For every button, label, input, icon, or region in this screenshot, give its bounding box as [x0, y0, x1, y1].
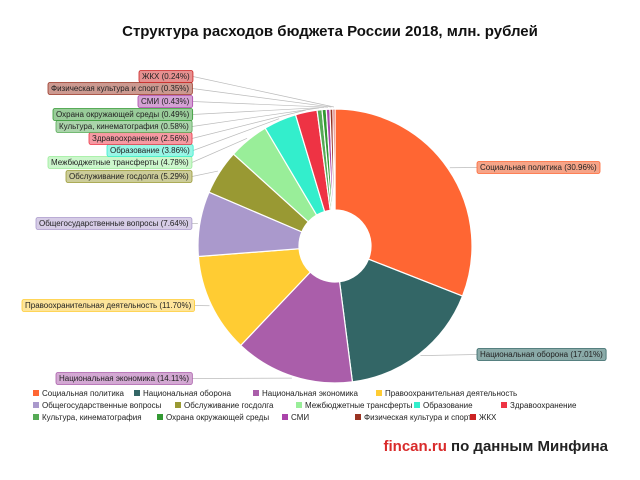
legend-label-11: Охрана окружающей среды	[166, 413, 269, 422]
leader-line-9	[191, 109, 306, 139]
legend-label-7: Межбюджетные трансферты	[305, 401, 413, 410]
callout-label-13: Физическая культура и спорт (0.35%)	[51, 84, 189, 93]
callout-label-10: Культура, кинематография (0.58%)	[59, 122, 189, 131]
callout-label-2: Национальная оборона (17.01%)	[480, 350, 603, 359]
legend-swatch-3	[253, 390, 259, 396]
slice-3	[239, 271, 354, 384]
legend-label-8: Образование	[423, 401, 473, 410]
slices-layer	[197, 108, 473, 384]
callout-box-13	[47, 82, 193, 95]
callout-lines	[191, 76, 478, 379]
callout-box-1	[476, 161, 601, 174]
callout-label-12: СМИ (0.43%)	[141, 97, 190, 106]
leader-line-6	[191, 170, 219, 177]
legend-label-4: Правоохранительная деятельность	[385, 389, 517, 398]
legend-swatch-2	[134, 390, 140, 396]
callout-label-8: Образование (3.86%)	[110, 146, 190, 155]
legend-label-5: Общегосударственные вопросы	[42, 401, 162, 410]
legend-label-3: Национальная экономика	[262, 389, 358, 398]
leader-line-11	[192, 107, 324, 115]
callout-label-4: Правоохранительная деятельность (11.70%)	[25, 301, 192, 310]
legend-swatch-7	[296, 402, 302, 408]
legend-swatch-1	[33, 390, 39, 396]
legend-label-14: ЖКХ	[479, 413, 497, 422]
legend-label-9: Здравоохранение	[510, 401, 577, 410]
legend: Социальная политика Национальная оборона Н…	[33, 389, 577, 422]
callout-box-3	[55, 372, 193, 385]
callout-label-14: ЖКХ (0.24%)	[142, 72, 190, 81]
legend-swatch-9	[501, 402, 507, 408]
footer-brand: fincan.ru	[383, 438, 447, 455]
legend-swatch-4	[376, 390, 382, 396]
callout-box-12	[137, 95, 194, 108]
leader-line-2	[420, 354, 478, 356]
slice-14	[332, 108, 336, 211]
legend-label-12: СМИ	[291, 413, 309, 422]
legend-swatch-14	[470, 414, 476, 420]
callout-box-5	[35, 217, 193, 230]
callout-label-3: Национальная экономика (14.11%)	[59, 374, 189, 383]
chart-title: Структура расходов бюджета России 2018, …	[122, 23, 538, 40]
slice-4	[197, 248, 312, 347]
callout-box-6	[65, 170, 193, 183]
legend-swatch-5	[33, 402, 39, 408]
leader-line-13	[192, 88, 332, 108]
legend-swatch-10	[33, 414, 39, 420]
callout-box-2	[476, 348, 607, 361]
callout-label-6: Обслуживание госдолга (5.29%)	[69, 172, 189, 181]
callout-label-5: Общегосударственные вопросы (7.64%)	[39, 219, 189, 228]
footer-text: по данным Минфина	[446, 438, 608, 455]
callouts-layer: Социальная политика (30.96%) Национальная…	[21, 70, 607, 385]
legend-label-13: Физическая культура и спорт	[364, 413, 472, 422]
callout-box-4	[21, 299, 195, 312]
callout-label-9: Здравоохранение (2.56%)	[92, 134, 189, 143]
slice-2	[338, 258, 464, 383]
legend-swatch-11	[157, 414, 163, 420]
callout-label-7: Межбюджетные трансферты (4.78%)	[51, 158, 189, 167]
leader-line-12	[192, 101, 328, 108]
leader-line-8	[193, 118, 280, 151]
leader-line-10	[192, 107, 320, 127]
callout-box-14	[138, 70, 194, 83]
legend-swatch-12	[282, 414, 288, 420]
leader-line-7	[191, 138, 248, 163]
legend-label-1: Социальная политика	[42, 389, 125, 398]
legend-label-10: Культура, кинематография	[42, 413, 142, 422]
legend-swatch-6	[175, 402, 181, 408]
legend-swatch-8	[414, 402, 420, 408]
legend-swatch-13	[355, 414, 361, 420]
callout-box-11	[52, 108, 194, 121]
callout-label-1: Социальная политика (30.96%)	[480, 163, 597, 172]
legend-label-2: Национальная оборона	[143, 389, 232, 398]
callout-label-11: Охрана окружающей среды (0.49%)	[56, 110, 190, 119]
legend-label-6: Обслуживание госдолга	[184, 401, 274, 410]
leader-line-14	[192, 76, 335, 108]
slice-1	[334, 108, 473, 297]
source-footer: fincan.ru по данным Минфина	[384, 438, 608, 455]
